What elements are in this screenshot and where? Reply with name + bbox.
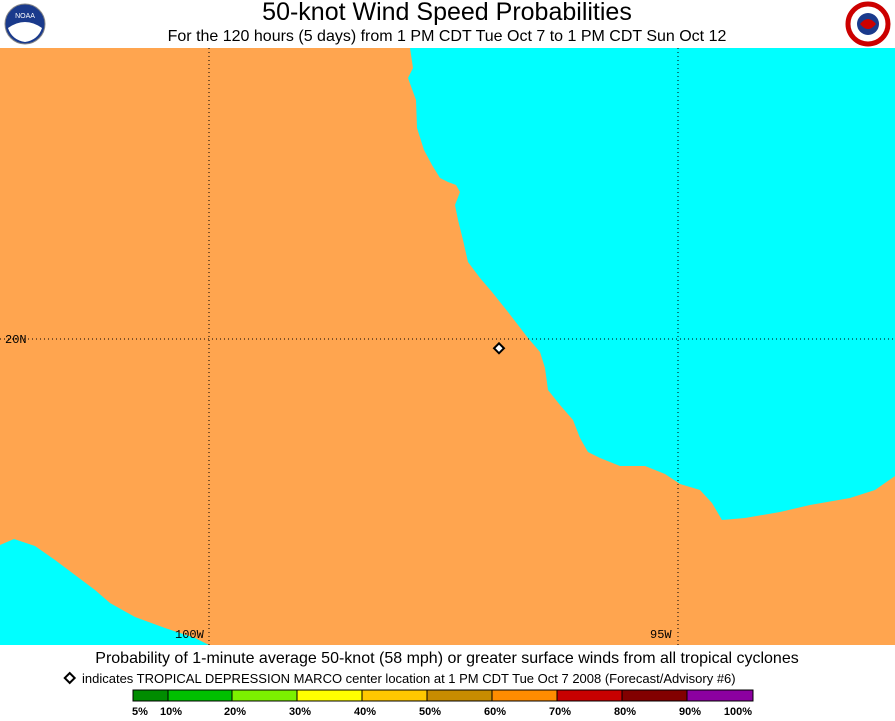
lat-label: 20N xyxy=(5,333,27,347)
pacific-ocean xyxy=(0,539,209,645)
scale-swatch xyxy=(426,689,493,702)
color-scale: 5% 10% 20% 30% 40% 50% 60% 70% 80% 90% 100% xyxy=(132,689,754,718)
caption: Probability of 1-minute average 50-knot … xyxy=(95,650,798,667)
map: 20N 100W 95W xyxy=(0,48,895,645)
scale-label: 30% xyxy=(289,706,311,716)
scale-label: 60% xyxy=(484,706,506,716)
title: 50-knot Wind Speed Probabilities xyxy=(262,0,632,26)
scale-label: 5% xyxy=(132,706,148,716)
noaa-logo: NOAA xyxy=(4,3,46,45)
scale-label: 90% xyxy=(679,706,701,716)
legend-marker xyxy=(63,671,77,685)
subtitle: For the 120 hours (5 days) from 1 PM CDT… xyxy=(168,28,727,45)
nws-logo xyxy=(845,1,891,47)
scale-swatch xyxy=(621,689,688,702)
scale-label: 50% xyxy=(419,706,441,716)
lon-label: 95W xyxy=(650,628,672,642)
scale-swatch xyxy=(296,689,363,702)
scale-swatch xyxy=(231,689,298,702)
lon-label: 100W xyxy=(175,628,205,642)
scale-swatch xyxy=(491,689,558,702)
scale-swatch xyxy=(556,689,623,702)
logo-text: NOAA xyxy=(15,13,35,20)
scale-label: 40% xyxy=(354,706,376,716)
scale-swatch xyxy=(167,689,233,702)
scale-swatch xyxy=(132,689,169,702)
scale-swatch xyxy=(686,689,754,702)
scale-label: 70% xyxy=(549,706,571,716)
scale-label: 10% xyxy=(160,706,182,716)
scale-label: 80% xyxy=(614,706,636,716)
scale-label: 100% xyxy=(724,706,752,716)
gulf-of-mexico xyxy=(408,48,895,520)
scale-label: 20% xyxy=(224,706,246,716)
storm-center xyxy=(492,341,506,355)
marker-note: indicates TROPICAL DEPRESSION MARCO cent… xyxy=(82,671,736,686)
scale-swatch xyxy=(361,689,428,702)
